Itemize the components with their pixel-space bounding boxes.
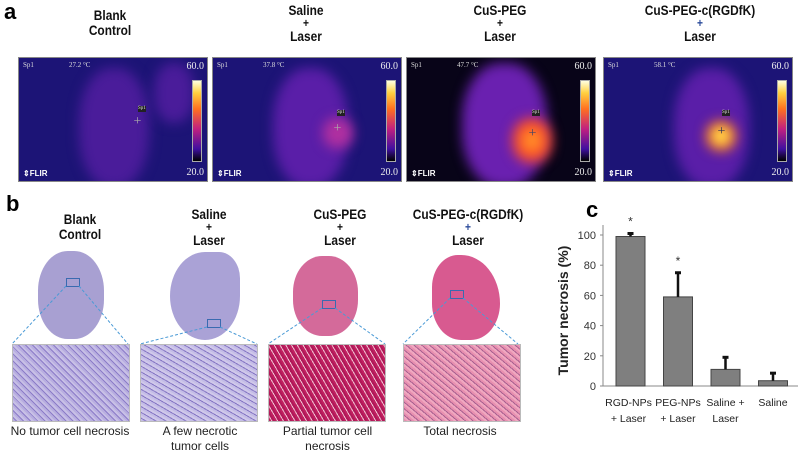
thermal-image-saline: Sp1 37.8 °C 60.0 20.0 Sp1 + ⇕FLIR [212,57,402,182]
title-a-saline: Saline + Laser [288,2,324,44]
x-tick-label: PEG-NPs [655,397,701,409]
caption-rgd: Total necrosis [423,424,497,438]
y-tick-label: 40 [584,321,596,333]
y-tick-label: 0 [590,381,596,393]
bar [615,236,646,387]
caption-saline: A few necrotic tumor cells [162,424,238,453]
caption-cuspeg: Partial tumor cell necrosis [282,424,373,453]
thermal-image-blank: Sp1 27.2 °C 60.0 20.0 Sp1 + ⇕FLIR [18,57,208,182]
bar [758,380,788,387]
tissue-slide-rgd [432,255,500,340]
color-scale-bar [192,80,202,162]
tissue-slide-saline [170,252,240,340]
micrograph-blank [12,344,130,422]
title-b-blank: Blank Control [58,211,102,242]
significance-marker: * [628,214,633,228]
title-a-blank: Blank Control [88,7,132,38]
tissue-slide-blank [38,251,104,339]
title-a-cuspeg: CuS-PEG + Laser [473,2,527,44]
micrograph-rgd [403,344,521,422]
y-tick-label: 60 [584,290,596,302]
x-tick-label: Laser [712,413,739,425]
crosshair-icon: + [717,124,726,139]
panel-label-b: b [6,191,20,216]
y-tick-label: 100 [578,230,596,242]
thermal-image-rgd: Sp1 58.1 °C 60.0 20.0 Sp1 + ⇕FLIR [603,57,793,182]
color-scale-bar [580,80,590,162]
necrosis-bar-chart: 0 20 40 60 80 100 Tumor necrosis (%) * RGD-NPs + … [555,214,798,425]
micrograph-saline [140,344,258,422]
x-tick-label: + Laser [611,413,647,425]
title-b-cuspeg: CuS-PEG + Laser [313,206,367,248]
x-tick-label: RGD-NPs [605,397,652,409]
panel-label-c: c [586,197,599,222]
color-scale-bar [386,80,396,162]
zoom-region-box [207,319,221,328]
zoom-region-box [450,290,464,299]
panel-label-a: a [4,0,17,24]
x-tick-label: + Laser [660,413,696,425]
significance-marker: * [676,254,681,268]
title-b-rgd: CuS-PEG-c(RGDfK) + Laser [412,206,524,248]
thermal-image-cuspeg: Sp1 47.7 °C 60.0 20.0 Sp1 + ⇕FLIR [406,57,596,182]
caption-blank: No tumor cell necrosis [10,424,130,438]
y-axis-label: Tumor necrosis (%) [555,246,571,376]
title-a-rgd: CuS-PEG-c(RGDfK) + Laser [644,2,756,44]
zoom-region-box [322,300,336,309]
bar [663,296,693,387]
y-tick-label: 20 [584,351,596,363]
micrograph-cuspeg [268,344,386,422]
crosshair-icon: + [528,126,537,141]
tissue-slide-cuspeg [293,256,358,336]
x-tick-label: Saline [758,397,787,409]
x-tick-label: Saline + [706,397,744,409]
bar [710,368,741,387]
title-b-saline: Saline + Laser [191,206,227,248]
zoom-region-box [66,278,80,287]
crosshair-icon: + [333,121,342,136]
color-scale-bar [777,80,787,162]
crosshair-icon: + [133,114,142,129]
zoom-guide-lines [11,285,519,345]
y-tick-label: 80 [584,260,596,272]
